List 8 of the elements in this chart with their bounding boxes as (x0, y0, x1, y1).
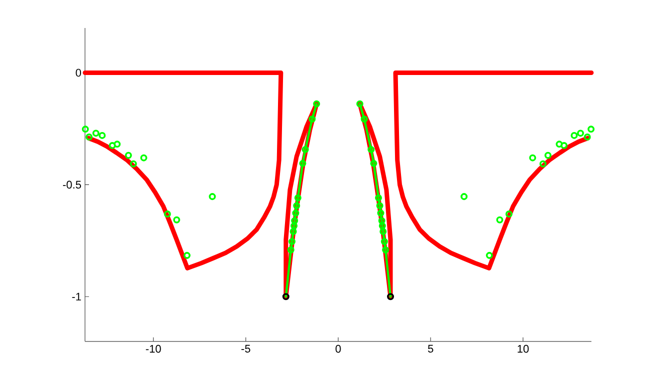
x-tick-label: -10 (146, 344, 161, 353)
y-tick-label: -1 (72, 292, 81, 300)
y-tick-label: -0.5 (63, 180, 82, 189)
x-tick-label: 0 (336, 344, 341, 353)
x-tick-label: 5 (428, 344, 434, 353)
y-tick-label: 0 (76, 68, 82, 77)
x-tick-label: 10 (518, 344, 529, 353)
x-tick-label: -5 (241, 344, 250, 353)
